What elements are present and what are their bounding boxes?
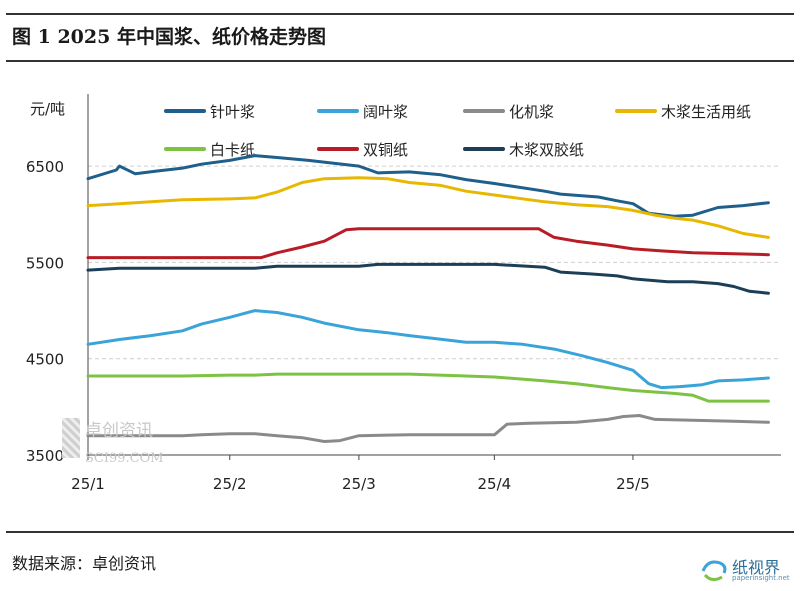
- title-rule: [6, 60, 794, 62]
- y-tick-label: 5500: [26, 254, 64, 272]
- x-tick-label: 25/3: [342, 475, 376, 493]
- legend-label: 阔叶浆: [363, 103, 408, 121]
- series-lines: [86, 154, 770, 443]
- legend-label: 木浆生活用纸: [661, 103, 751, 121]
- top-rule: [6, 13, 794, 15]
- axes: 3500 4500 5500 6500 25/1 25/2 25/3 25/4 25/5: [26, 94, 781, 493]
- series-line-7: [86, 262, 770, 295]
- logo-name: 纸视界: [732, 558, 781, 577]
- watermark-text: 卓创资讯: [85, 421, 153, 441]
- series-line-3: [86, 414, 770, 443]
- gridlines: [88, 165, 781, 360]
- legend-label: 双铜纸: [363, 141, 408, 159]
- brand-logo: 纸视界 paperinsight.net: [700, 553, 795, 587]
- legend-label: 白卡纸: [210, 141, 255, 159]
- x-tick-label: 25/1: [71, 475, 105, 493]
- series-line-1: [86, 154, 770, 218]
- logo-url: paperinsight.net: [732, 574, 790, 582]
- data-source: 数据来源：卓创资讯: [12, 554, 157, 573]
- watermark-mark: [62, 418, 80, 458]
- series-line-2: [86, 309, 770, 390]
- series-line-6: [86, 227, 770, 260]
- x-tick-label: 25/5: [616, 475, 650, 493]
- x-tick-label: 25/2: [213, 475, 247, 493]
- swirl-logo-icon: [701, 560, 727, 582]
- legend-label: 化机浆: [509, 103, 554, 121]
- y-axis-label: 元/吨: [30, 100, 65, 118]
- legend-label: 针叶浆: [210, 103, 255, 121]
- y-tick-label: 6500: [26, 158, 64, 176]
- series-line-4: [86, 176, 770, 239]
- watermark-url: SCI99.COM: [85, 451, 164, 466]
- source-rule: [6, 531, 794, 533]
- y-tick-label: 3500: [26, 447, 64, 465]
- series-line-5: [86, 372, 770, 403]
- y-tick-label: 4500: [26, 351, 64, 369]
- x-tick-label: 25/4: [478, 475, 512, 493]
- chart-title: 图 1 2025 年中国浆、纸价格走势图: [12, 26, 326, 48]
- legend-label: 木浆双胶纸: [509, 141, 584, 159]
